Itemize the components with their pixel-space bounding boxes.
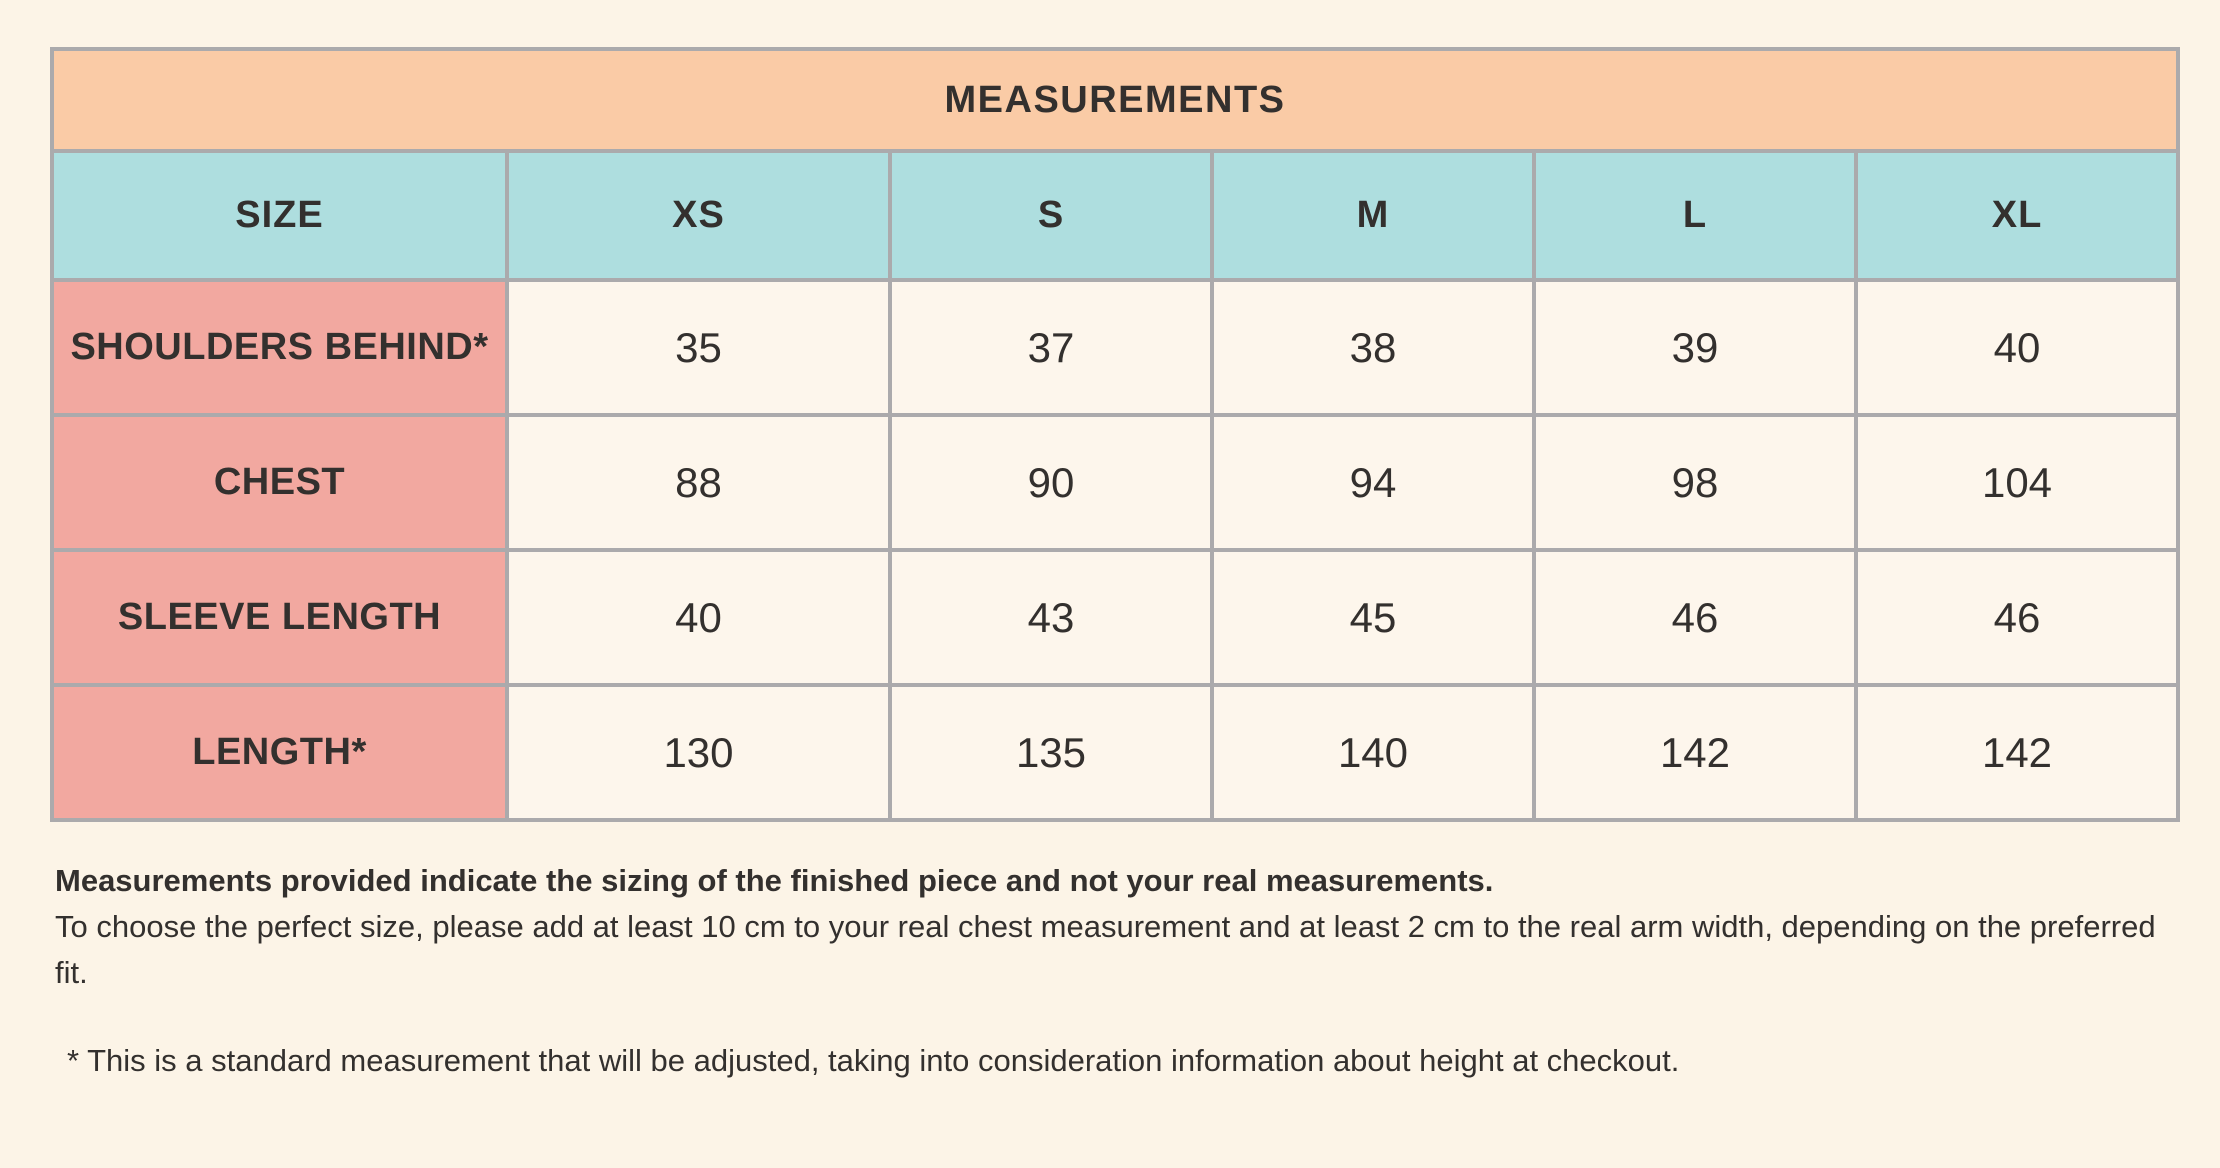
value-cell: 46	[1532, 548, 1858, 687]
sizing-note-paragraph: Measurements provided indicate the sizin…	[55, 858, 2173, 996]
value-cell: 43	[888, 548, 1214, 687]
value-cell: 45	[1210, 548, 1536, 687]
row-label-sleeve-length: SLEEVE LENGTH	[50, 548, 509, 687]
value-cell: 98	[1532, 413, 1858, 552]
col-header-m: M	[1210, 149, 1536, 282]
col-header-s: S	[888, 149, 1214, 282]
measurements-table: MEASUREMENTS SIZE XS S M L XL SHOULDERS …	[49, 47, 2181, 822]
value-cell: 46	[1853, 548, 2181, 687]
table-row-length: LENGTH* 130 135 140 142 142	[50, 683, 2181, 822]
row-label-length: LENGTH*	[50, 683, 509, 822]
col-header-xl: XL	[1853, 149, 2181, 282]
column-header-row: SIZE XS S M L XL	[50, 149, 2181, 282]
table-title-row: MEASUREMENTS	[49, 47, 2181, 153]
value-cell: 39	[1532, 278, 1858, 417]
value-cell: 35	[505, 278, 892, 417]
value-cell: 38	[1210, 278, 1536, 417]
value-cell: 88	[505, 413, 892, 552]
value-cell: 140	[1210, 683, 1536, 822]
value-cell: 40	[1853, 278, 2181, 417]
sizing-note-body-text: To choose the perfect size, please add a…	[55, 909, 2156, 990]
value-cell: 90	[888, 413, 1214, 552]
row-label-shoulders-behind: SHOULDERS BEHIND*	[50, 278, 509, 417]
sizing-note-bold-line: Measurements provided indicate the sizin…	[55, 863, 1494, 898]
value-cell: 37	[888, 278, 1214, 417]
table-title: MEASUREMENTS	[49, 47, 2181, 153]
col-header-size: SIZE	[50, 149, 509, 282]
col-header-l: L	[1532, 149, 1858, 282]
asterisk-note: * This is a standard measurement that wi…	[67, 1043, 1680, 1078]
value-cell: 94	[1210, 413, 1536, 552]
row-label-chest: CHEST	[50, 413, 509, 552]
size-guide-page: MEASUREMENTS SIZE XS S M L XL SHOULDERS …	[49, 47, 2181, 1084]
value-cell: 142	[1532, 683, 1858, 822]
value-cell: 130	[505, 683, 892, 822]
table-row-shoulders-behind: SHOULDERS BEHIND* 35 37 38 39 40	[50, 278, 2181, 417]
value-cell: 104	[1853, 413, 2181, 552]
value-cell: 142	[1853, 683, 2181, 822]
table-row-chest: CHEST 88 90 94 98 104	[50, 413, 2181, 552]
table-row-sleeve-length: SLEEVE LENGTH 40 43 45 46 46	[50, 548, 2181, 687]
col-header-xs: XS	[505, 149, 892, 282]
value-cell: 135	[888, 683, 1214, 822]
notes-section: Measurements provided indicate the sizin…	[50, 858, 2173, 1084]
value-cell: 40	[505, 548, 892, 687]
